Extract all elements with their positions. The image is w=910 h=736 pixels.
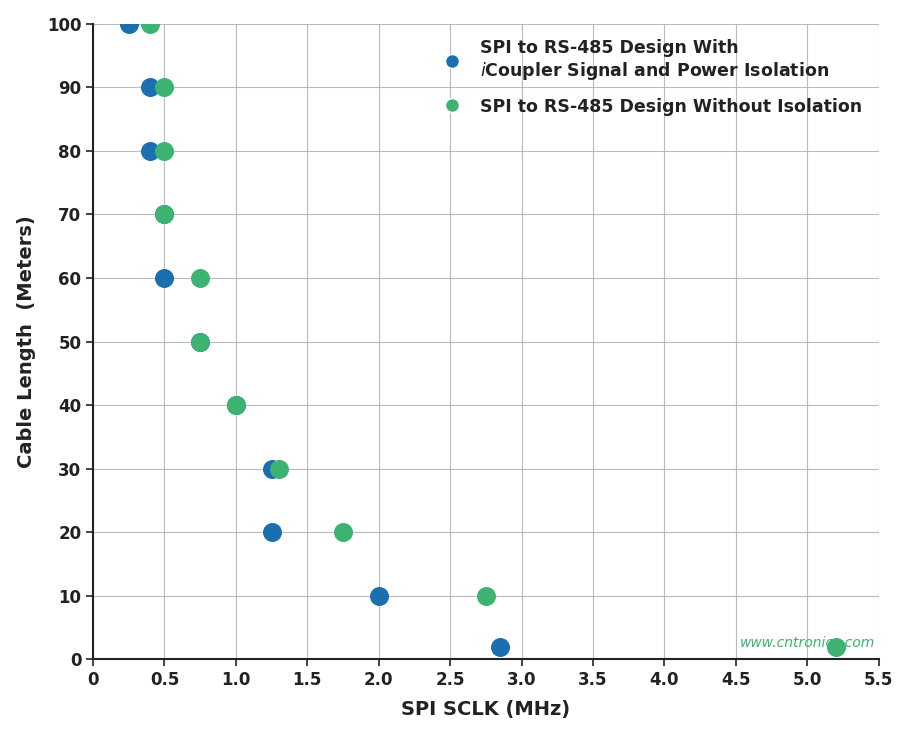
Legend: SPI to RS-485 Design With
$i$Coupler Signal and Power Isolation, SPI to RS-485 D: SPI to RS-485 Design With $i$Coupler Sig… [435, 39, 862, 116]
Point [143, 18, 157, 29]
Point [336, 526, 350, 538]
Point [157, 208, 172, 220]
Text: www.cntronics.com: www.cntronics.com [740, 636, 875, 650]
X-axis label: SPI SCLK (MHz): SPI SCLK (MHz) [401, 701, 571, 719]
Point [371, 590, 386, 602]
Point [157, 82, 172, 93]
Y-axis label: Cable Length  (Meters): Cable Length (Meters) [16, 215, 35, 468]
Point [264, 463, 278, 475]
Point [157, 145, 172, 157]
Point [122, 18, 136, 29]
Point [193, 336, 207, 347]
Point [143, 82, 157, 93]
Point [479, 590, 493, 602]
Point [157, 272, 172, 284]
Point [264, 526, 278, 538]
Point [271, 463, 286, 475]
Point [157, 208, 172, 220]
Point [228, 399, 243, 411]
Point [193, 336, 207, 347]
Point [228, 399, 243, 411]
Point [193, 272, 207, 284]
Point [493, 641, 508, 653]
Point [828, 641, 843, 653]
Point [143, 145, 157, 157]
